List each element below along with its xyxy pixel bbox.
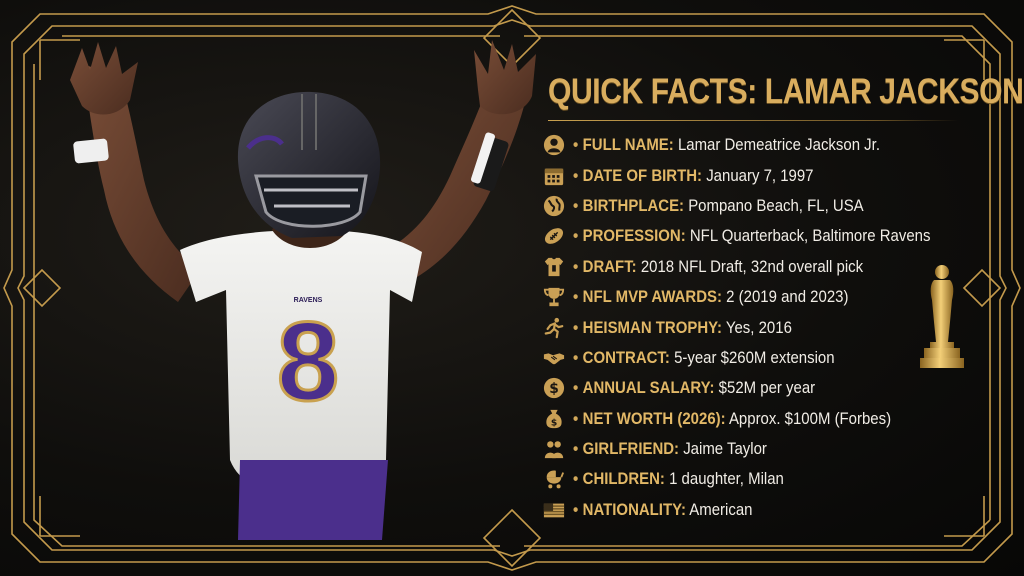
- bullet: •: [573, 469, 579, 489]
- fact-label: DATE OF BIRTH:: [582, 165, 703, 185]
- fact-label: GIRLFRIEND:: [582, 439, 680, 459]
- page-title: QUICK FACTS: LAMAR JACKSON: [548, 72, 1024, 111]
- bullet: •: [573, 226, 579, 246]
- trophy-icon: [540, 285, 568, 309]
- fact-profession: • PROFESSION: NFL Quarterback, Baltimore …: [540, 221, 980, 251]
- fact-value: Jaime Taylor: [683, 439, 767, 459]
- fact-value: 2018 NFL Draft, 32nd overall pick: [640, 256, 864, 276]
- player-photo: 8 RAVENS: [70, 40, 536, 540]
- bullet: •: [573, 499, 579, 519]
- money-bag-icon: $: [540, 407, 568, 431]
- fact-label: DRAFT:: [582, 256, 637, 276]
- fact-label: CONTRACT:: [582, 347, 670, 367]
- calendar-icon: [540, 164, 568, 188]
- bullet: •: [573, 347, 579, 367]
- title-underline: [548, 120, 958, 121]
- fact-value: Pompano Beach, FL, USA: [688, 195, 864, 215]
- bullet: •: [573, 439, 579, 459]
- facts-list: • FULL NAME: Lamar Demeatrice Jackson Jr.…: [540, 130, 980, 525]
- fact-value: $52M per year: [718, 378, 816, 398]
- fact-value: Approx. $100M (Forbes): [728, 408, 892, 428]
- fact-value: 1 daughter, Milan: [669, 469, 784, 489]
- fact-mvp-awards: • NFL MVP AWARDS: 2 (2019 and 2023): [540, 282, 980, 312]
- fact-heisman: • HEISMAN TROPHY: Yes, 2016: [540, 312, 980, 342]
- fact-net-worth: $ • NET WORTH (2026): Approx. $100M (Forb…: [540, 404, 980, 434]
- bullet: •: [573, 135, 579, 155]
- fact-label: FULL NAME:: [582, 135, 674, 155]
- fact-value: Yes, 2016: [725, 317, 792, 337]
- fact-date-of-birth: • DATE OF BIRTH: January 7, 1997: [540, 160, 980, 190]
- fact-label: NATIONALITY:: [582, 499, 686, 519]
- fact-children: • CHILDREN: 1 daughter, Milan: [540, 464, 980, 494]
- football-icon: [540, 224, 568, 248]
- bullet: •: [573, 408, 579, 428]
- fact-value: NFL Quarterback, Baltimore Ravens: [689, 226, 931, 246]
- bullet: •: [573, 317, 579, 337]
- bullet: •: [573, 195, 579, 215]
- fact-label: CHILDREN:: [582, 469, 665, 489]
- fact-label: NFL MVP AWARDS:: [582, 287, 723, 307]
- award-statuette-icon: [920, 265, 964, 368]
- fact-girlfriend: • GIRLFRIEND: Jaime Taylor: [540, 434, 980, 464]
- couple-icon: [540, 437, 568, 461]
- fact-label: BIRTHPLACE:: [582, 195, 685, 215]
- fact-label: ANNUAL SALARY:: [582, 378, 715, 398]
- fact-value: 5-year $260M extension: [674, 347, 835, 367]
- svg-text:$: $: [549, 381, 559, 397]
- jersey-icon: [540, 255, 568, 279]
- person-icon: [540, 133, 568, 157]
- fact-contract: • CONTRACT: 5-year $260M extension: [540, 343, 980, 373]
- fact-value: January 7, 1997: [706, 165, 814, 185]
- fact-label: NET WORTH (2026):: [582, 408, 726, 428]
- handshake-icon: [540, 346, 568, 370]
- bullet: •: [573, 287, 579, 307]
- fact-annual-salary: $ • ANNUAL SALARY: $52M per year: [540, 373, 980, 403]
- bullet: •: [573, 165, 579, 185]
- bullet: •: [573, 378, 579, 398]
- fact-nationality: • NATIONALITY: American: [540, 495, 980, 525]
- fact-value: Lamar Demeatrice Jackson Jr.: [677, 135, 880, 155]
- stroller-icon: [540, 467, 568, 491]
- us-flag-icon: [540, 498, 568, 522]
- fact-value: American: [689, 499, 753, 519]
- fact-label: HEISMAN TROPHY:: [582, 317, 722, 337]
- svg-text:$: $: [551, 417, 557, 428]
- fact-full-name: • FULL NAME: Lamar Demeatrice Jackson Jr.: [540, 130, 980, 160]
- fact-value: 2 (2019 and 2023): [726, 287, 849, 307]
- fact-draft: • DRAFT: 2018 NFL Draft, 32nd overall pic…: [540, 252, 980, 282]
- dollar-coin-icon: $: [540, 376, 568, 400]
- bullet: •: [573, 256, 579, 276]
- fact-birthplace: • BIRTHPLACE: Pompano Beach, FL, USA: [540, 191, 980, 221]
- fact-label: PROFESSION:: [582, 226, 686, 246]
- globe-icon: [540, 194, 568, 218]
- team-wordmark: RAVENS: [294, 297, 323, 304]
- jersey-number: 8: [277, 299, 339, 424]
- runner-icon: [540, 316, 568, 340]
